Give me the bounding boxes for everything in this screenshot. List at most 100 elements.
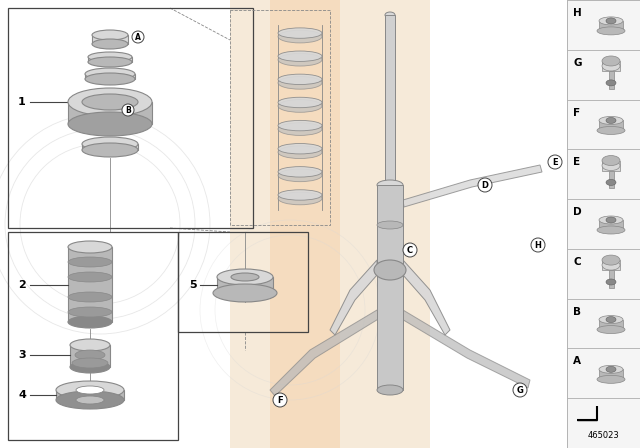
Circle shape [548,155,562,169]
Polygon shape [230,0,430,448]
Circle shape [403,243,417,257]
Text: 465023: 465023 [587,431,619,440]
Ellipse shape [88,57,132,67]
Ellipse shape [278,97,322,108]
Ellipse shape [278,28,322,38]
Polygon shape [330,260,377,335]
Ellipse shape [278,190,322,200]
Ellipse shape [68,241,112,253]
Ellipse shape [606,80,616,86]
Bar [567,299,640,349]
Ellipse shape [606,366,616,372]
Bar [599,369,623,379]
Bar [217,277,273,293]
Bar [602,260,620,270]
Ellipse shape [85,73,135,85]
Ellipse shape [597,27,625,35]
Text: 1: 1 [18,97,26,107]
Ellipse shape [82,94,138,110]
Ellipse shape [606,279,616,285]
Ellipse shape [68,307,112,317]
Ellipse shape [377,221,403,229]
Ellipse shape [385,12,395,18]
Circle shape [531,238,545,252]
Bar [599,121,623,130]
Ellipse shape [278,53,322,66]
Text: 3: 3 [18,350,26,360]
Ellipse shape [602,56,620,66]
Ellipse shape [92,39,128,49]
Bar [599,319,623,330]
Ellipse shape [76,386,104,394]
Ellipse shape [68,316,112,328]
Bar [567,50,640,99]
Text: D: D [573,207,582,217]
Ellipse shape [599,315,623,323]
Ellipse shape [278,74,322,85]
Bar [385,15,395,185]
Bar [567,0,640,50]
Bar [567,199,640,249]
Ellipse shape [606,117,616,124]
Ellipse shape [92,30,128,40]
Ellipse shape [599,116,623,125]
Text: H: H [573,8,582,18]
Ellipse shape [602,61,620,71]
Polygon shape [400,310,530,388]
Ellipse shape [278,30,322,43]
Text: 4: 4 [18,390,26,400]
Ellipse shape [217,269,273,285]
Ellipse shape [278,192,322,205]
Ellipse shape [278,77,322,89]
Ellipse shape [602,255,620,265]
Bar [599,220,623,230]
Ellipse shape [278,143,322,154]
Polygon shape [270,310,380,396]
Bar [377,185,403,390]
Ellipse shape [88,52,132,62]
Text: B: B [125,105,131,115]
Bar [178,232,308,332]
Ellipse shape [68,88,152,116]
Bar [68,102,152,124]
Bar [88,57,132,62]
Ellipse shape [56,381,124,399]
Ellipse shape [278,51,322,61]
Bar [567,349,640,398]
Ellipse shape [606,18,616,24]
Bar [602,160,620,171]
Ellipse shape [597,126,625,134]
Ellipse shape [377,180,403,190]
Ellipse shape [68,257,112,267]
Ellipse shape [602,260,620,270]
Text: 2: 2 [18,280,26,290]
Ellipse shape [85,68,135,80]
Bar [92,35,128,44]
Ellipse shape [606,217,616,223]
Circle shape [122,104,134,116]
Bar [56,390,124,400]
Bar [68,247,112,322]
Text: D: D [481,181,488,190]
Ellipse shape [231,273,259,281]
Ellipse shape [602,155,620,165]
Bar [70,345,110,367]
Bar [602,61,620,71]
Text: F: F [277,396,283,405]
Text: C: C [573,257,580,267]
Text: E: E [573,157,580,168]
Ellipse shape [606,180,616,185]
Ellipse shape [278,167,322,177]
Polygon shape [270,0,340,448]
Ellipse shape [75,350,105,360]
Bar [8,8,253,228]
Ellipse shape [213,284,277,302]
Bar [567,398,640,448]
Ellipse shape [377,261,403,269]
Circle shape [273,393,287,407]
Bar [609,71,614,89]
Ellipse shape [597,326,625,334]
Ellipse shape [602,160,620,171]
Bar [609,171,614,188]
Ellipse shape [599,365,623,373]
